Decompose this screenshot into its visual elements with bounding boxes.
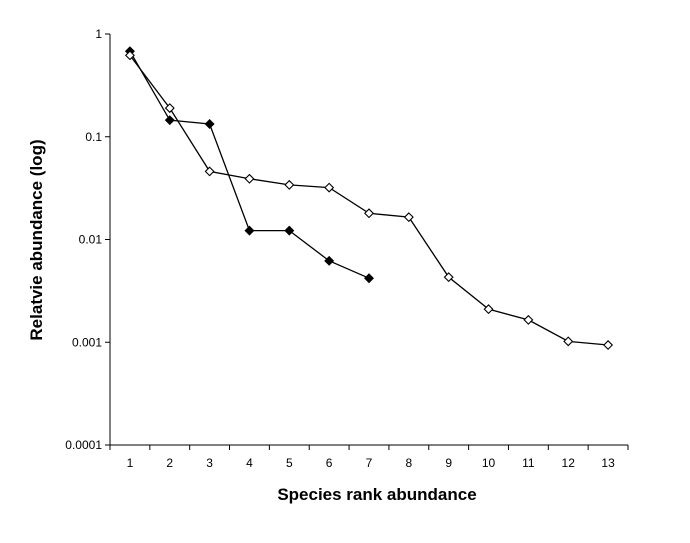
data-point (164, 103, 175, 114)
y-tick-label: 0.01 (79, 233, 103, 247)
x-tick-label: 11 (522, 456, 535, 470)
x-tick-label: 10 (482, 456, 496, 470)
data-point (204, 119, 215, 130)
data-point (124, 50, 135, 61)
x-tick-label: 9 (445, 456, 452, 470)
data-point (324, 182, 335, 193)
series-line (129, 50, 370, 279)
y-tick-label: 1 (95, 27, 102, 41)
data-point (164, 115, 175, 126)
y-axis-label: Relatvie abundance (log) (27, 139, 46, 340)
data-point (563, 336, 574, 347)
data-point (284, 225, 295, 236)
x-tick-label: 5 (286, 456, 293, 470)
x-axis-label: Species rank abundance (277, 485, 476, 504)
x-tick-label: 1 (127, 456, 134, 470)
data-point (284, 179, 295, 190)
data-point (523, 314, 534, 325)
y-tick-label: 0.1 (85, 130, 102, 144)
x-tick-label: 12 (562, 456, 576, 470)
axes (109, 34, 628, 446)
data-point (403, 212, 414, 223)
data-point (483, 304, 494, 315)
x-tick-label: 2 (166, 456, 173, 470)
data-point (443, 272, 454, 283)
x-tick-label: 7 (366, 456, 373, 470)
series-line (129, 54, 609, 346)
x-tick-label: 4 (246, 456, 253, 470)
data-point (603, 340, 614, 350)
data-point (204, 166, 215, 177)
x-axis-ticks: 1 2 3 4 5 6 7 8 9 10 11 12 13 (109, 445, 629, 470)
series-2 (124, 50, 614, 350)
data-point (364, 273, 374, 284)
y-axis-ticks: 0.0001 0.001 0.01 0.1 1 (65, 27, 110, 452)
data-point (364, 208, 374, 219)
x-tick-label: 13 (601, 456, 615, 470)
series-1 (124, 46, 374, 284)
x-tick-label: 3 (206, 456, 213, 470)
y-tick-label: 0.0001 (65, 438, 102, 452)
data-point (244, 225, 255, 236)
series-layer (124, 46, 614, 350)
data-point (324, 255, 335, 266)
data-point (244, 173, 255, 184)
x-tick-label: 6 (326, 456, 333, 470)
y-tick-label: 0.001 (72, 335, 102, 349)
x-tick-label: 8 (406, 456, 413, 470)
